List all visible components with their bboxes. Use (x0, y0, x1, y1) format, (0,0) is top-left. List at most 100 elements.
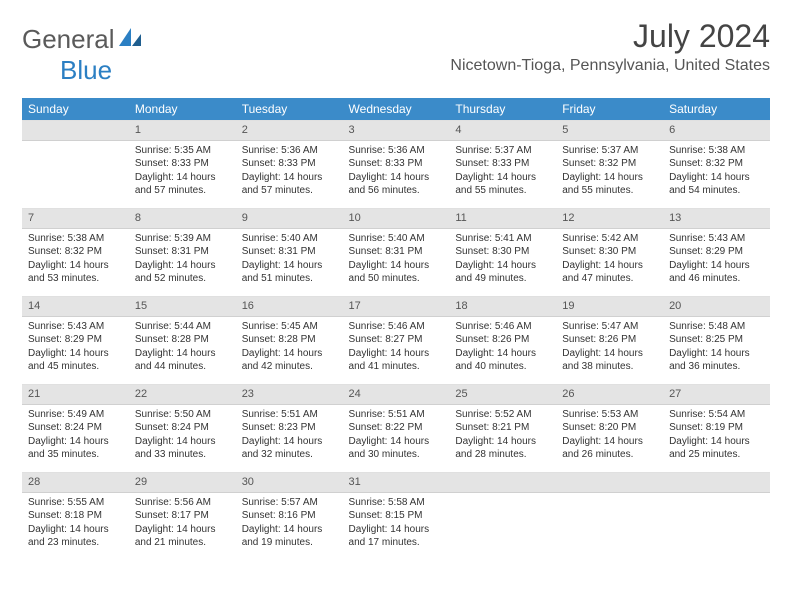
calendar-table: Sunday Monday Tuesday Wednesday Thursday… (22, 98, 770, 561)
logo-sail-icon (117, 26, 143, 53)
sunset-text: Sunset: 8:24 PM (28, 421, 123, 435)
day-content: Sunrise: 5:41 AMSunset: 8:30 PMDaylight:… (449, 229, 556, 292)
sunset-text: Sunset: 8:15 PM (349, 509, 444, 523)
sunset-text: Sunset: 8:29 PM (669, 245, 764, 259)
week-row: 14Sunrise: 5:43 AMSunset: 8:29 PMDayligh… (22, 297, 770, 385)
sunset-text: Sunset: 8:22 PM (349, 421, 444, 435)
day-cell: 19Sunrise: 5:47 AMSunset: 8:26 PMDayligh… (556, 297, 663, 385)
sunset-text: Sunset: 8:19 PM (669, 421, 764, 435)
day-cell: 23Sunrise: 5:51 AMSunset: 8:23 PMDayligh… (236, 385, 343, 473)
day-number: 3 (343, 121, 450, 141)
daylight-text-1: Daylight: 14 hours (242, 523, 337, 537)
sunrise-text: Sunrise: 5:38 AM (28, 232, 123, 246)
day-content: Sunrise: 5:47 AMSunset: 8:26 PMDaylight:… (556, 317, 663, 380)
daylight-text-1: Daylight: 14 hours (349, 435, 444, 449)
daylight-text-1: Daylight: 14 hours (455, 171, 550, 185)
sunset-text: Sunset: 8:25 PM (669, 333, 764, 347)
sunset-text: Sunset: 8:31 PM (349, 245, 444, 259)
day-cell (22, 121, 129, 209)
sunrise-text: Sunrise: 5:43 AM (669, 232, 764, 246)
sunset-text: Sunset: 8:24 PM (135, 421, 230, 435)
daylight-text-2: and 44 minutes. (135, 360, 230, 374)
sunrise-text: Sunrise: 5:52 AM (455, 408, 550, 422)
sunrise-text: Sunrise: 5:54 AM (669, 408, 764, 422)
day-content: Sunrise: 5:40 AMSunset: 8:31 PMDaylight:… (236, 229, 343, 292)
sunset-text: Sunset: 8:33 PM (455, 157, 550, 171)
daylight-text-1: Daylight: 14 hours (669, 347, 764, 361)
day-content: Sunrise: 5:52 AMSunset: 8:21 PMDaylight:… (449, 405, 556, 468)
day-number: 7 (22, 209, 129, 229)
sunrise-text: Sunrise: 5:58 AM (349, 496, 444, 510)
day-number: 11 (449, 209, 556, 229)
day-cell: 21Sunrise: 5:49 AMSunset: 8:24 PMDayligh… (22, 385, 129, 473)
daylight-text-2: and 47 minutes. (562, 272, 657, 286)
daylight-text-1: Daylight: 14 hours (349, 347, 444, 361)
sunset-text: Sunset: 8:33 PM (242, 157, 337, 171)
day-cell: 30Sunrise: 5:57 AMSunset: 8:16 PMDayligh… (236, 473, 343, 561)
day-number: 25 (449, 385, 556, 405)
daylight-text-1: Daylight: 14 hours (455, 259, 550, 273)
sunrise-text: Sunrise: 5:36 AM (242, 144, 337, 158)
day-number: 21 (22, 385, 129, 405)
sunset-text: Sunset: 8:31 PM (135, 245, 230, 259)
day-content: Sunrise: 5:38 AMSunset: 8:32 PMDaylight:… (22, 229, 129, 292)
daylight-text-1: Daylight: 14 hours (242, 347, 337, 361)
weekday-header: Friday (556, 98, 663, 121)
daylight-text-1: Daylight: 14 hours (349, 171, 444, 185)
daylight-text-2: and 28 minutes. (455, 448, 550, 462)
sunrise-text: Sunrise: 5:45 AM (242, 320, 337, 334)
daylight-text-1: Daylight: 14 hours (135, 435, 230, 449)
sunrise-text: Sunrise: 5:53 AM (562, 408, 657, 422)
day-cell: 25Sunrise: 5:52 AMSunset: 8:21 PMDayligh… (449, 385, 556, 473)
day-content: Sunrise: 5:56 AMSunset: 8:17 PMDaylight:… (129, 493, 236, 556)
day-cell: 22Sunrise: 5:50 AMSunset: 8:24 PMDayligh… (129, 385, 236, 473)
day-number: 10 (343, 209, 450, 229)
day-cell: 27Sunrise: 5:54 AMSunset: 8:19 PMDayligh… (663, 385, 770, 473)
daylight-text-1: Daylight: 14 hours (562, 347, 657, 361)
day-cell: 11Sunrise: 5:41 AMSunset: 8:30 PMDayligh… (449, 209, 556, 297)
weekday-header: Wednesday (343, 98, 450, 121)
sunrise-text: Sunrise: 5:56 AM (135, 496, 230, 510)
sunset-text: Sunset: 8:23 PM (242, 421, 337, 435)
daylight-text-2: and 32 minutes. (242, 448, 337, 462)
daylight-text-1: Daylight: 14 hours (242, 435, 337, 449)
daylight-text-2: and 26 minutes. (562, 448, 657, 462)
logo: General (22, 24, 145, 55)
sunrise-text: Sunrise: 5:36 AM (349, 144, 444, 158)
day-number: 1 (129, 121, 236, 141)
sunrise-text: Sunrise: 5:51 AM (349, 408, 444, 422)
week-row: 21Sunrise: 5:49 AMSunset: 8:24 PMDayligh… (22, 385, 770, 473)
daylight-text-1: Daylight: 14 hours (455, 435, 550, 449)
sunset-text: Sunset: 8:21 PM (455, 421, 550, 435)
day-content: Sunrise: 5:48 AMSunset: 8:25 PMDaylight:… (663, 317, 770, 380)
day-content: Sunrise: 5:57 AMSunset: 8:16 PMDaylight:… (236, 493, 343, 556)
daylight-text-2: and 51 minutes. (242, 272, 337, 286)
day-content: Sunrise: 5:39 AMSunset: 8:31 PMDaylight:… (129, 229, 236, 292)
day-content: Sunrise: 5:44 AMSunset: 8:28 PMDaylight:… (129, 317, 236, 380)
day-content: Sunrise: 5:43 AMSunset: 8:29 PMDaylight:… (22, 317, 129, 380)
daylight-text-1: Daylight: 14 hours (135, 259, 230, 273)
sunrise-text: Sunrise: 5:51 AM (242, 408, 337, 422)
daylight-text-2: and 57 minutes. (135, 184, 230, 198)
day-number: 5 (556, 121, 663, 141)
daylight-text-2: and 54 minutes. (669, 184, 764, 198)
daylight-text-1: Daylight: 14 hours (242, 259, 337, 273)
day-content: Sunrise: 5:37 AMSunset: 8:33 PMDaylight:… (449, 141, 556, 204)
sunrise-text: Sunrise: 5:49 AM (28, 408, 123, 422)
daylight-text-2: and 30 minutes. (349, 448, 444, 462)
day-number: 26 (556, 385, 663, 405)
weekday-header: Tuesday (236, 98, 343, 121)
day-cell: 2Sunrise: 5:36 AMSunset: 8:33 PMDaylight… (236, 121, 343, 209)
day-number: 14 (22, 297, 129, 317)
day-content: Sunrise: 5:42 AMSunset: 8:30 PMDaylight:… (556, 229, 663, 292)
sunset-text: Sunset: 8:32 PM (562, 157, 657, 171)
day-content: Sunrise: 5:55 AMSunset: 8:18 PMDaylight:… (22, 493, 129, 556)
daylight-text-2: and 35 minutes. (28, 448, 123, 462)
day-cell: 31Sunrise: 5:58 AMSunset: 8:15 PMDayligh… (343, 473, 450, 561)
daylight-text-2: and 36 minutes. (669, 360, 764, 374)
daylight-text-1: Daylight: 14 hours (455, 347, 550, 361)
daylight-text-2: and 49 minutes. (455, 272, 550, 286)
day-content: Sunrise: 5:45 AMSunset: 8:28 PMDaylight:… (236, 317, 343, 380)
week-row: 28Sunrise: 5:55 AMSunset: 8:18 PMDayligh… (22, 473, 770, 561)
day-number: 15 (129, 297, 236, 317)
